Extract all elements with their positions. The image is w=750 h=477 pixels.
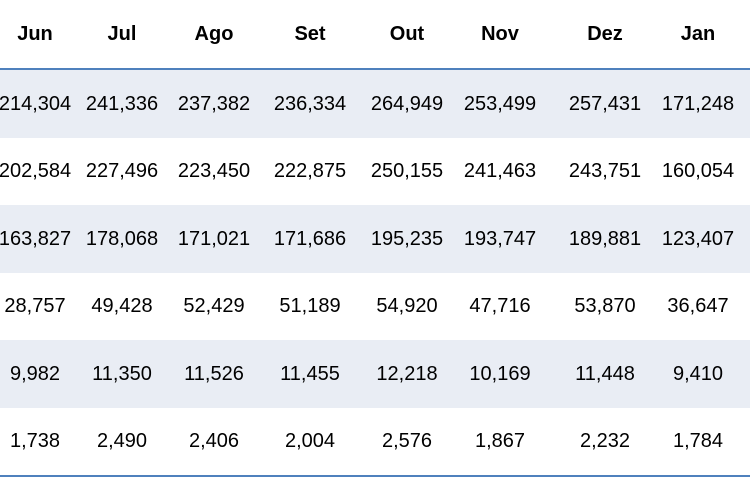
table-cell: 52,429 bbox=[183, 295, 245, 317]
table-cell: 257,431 bbox=[568, 92, 642, 115]
table-row: 28,757 49,428 52,429 51,189 54,920 47,716 53,8… bbox=[0, 273, 750, 341]
table-cell: 9,410 bbox=[672, 362, 724, 385]
column-header-nov: Nov bbox=[481, 22, 519, 45]
table-cell: 49,428 bbox=[91, 295, 153, 317]
column-header-dez: Dez bbox=[587, 22, 623, 45]
table-cell: 54,920 bbox=[376, 295, 438, 317]
table-cell: 2,232 bbox=[579, 430, 631, 452]
table-cell: 12,218 bbox=[376, 362, 438, 385]
table-row: 214,304 241,336 237,382 236,334 264,949 253,4… bbox=[0, 70, 750, 138]
table-cell: 250,155 bbox=[370, 160, 444, 182]
table-cell: 53,870 bbox=[574, 295, 636, 317]
table-cell: 28,757 bbox=[4, 295, 66, 317]
table-row: 202,584 227,496 223,450 222,875 250,155 241,4… bbox=[0, 138, 750, 206]
table-cell: 2,490 bbox=[96, 430, 148, 452]
table-cell: 123,407 bbox=[661, 227, 735, 250]
table-cell: 237,382 bbox=[177, 92, 251, 115]
table-cell: 47,716 bbox=[469, 295, 531, 317]
table-cell: 2,576 bbox=[381, 430, 433, 452]
table-cell: 11,350 bbox=[92, 362, 152, 385]
column-header-jun: Jun bbox=[17, 22, 53, 45]
table-cell: 193,747 bbox=[463, 227, 537, 250]
table-header: Jun Jul Ago Set Out Nov Dez Jan bbox=[0, 0, 750, 68]
table-bottom-border bbox=[0, 475, 750, 477]
column-header-jan: Jan bbox=[680, 22, 716, 45]
table-cell: 51,189 bbox=[279, 295, 341, 317]
table-cell: 171,021 bbox=[177, 227, 251, 250]
table-cell: 223,450 bbox=[177, 160, 251, 182]
table-cell: 1,784 bbox=[672, 430, 724, 452]
table-cell: 11,455 bbox=[280, 362, 340, 385]
table-cell: 11,448 bbox=[575, 362, 635, 385]
column-header-set: Set bbox=[294, 22, 326, 45]
table-cell: 11,526 bbox=[184, 362, 244, 385]
table-cell: 9,982 bbox=[9, 362, 61, 385]
table-cell: 222,875 bbox=[273, 160, 347, 182]
table-cell: 171,248 bbox=[661, 92, 735, 115]
column-header-out: Out bbox=[389, 22, 425, 45]
table-cell: 214,304 bbox=[0, 92, 72, 115]
table-row: 9,982 11,350 11,526 11,455 12,218 10,169 11,44… bbox=[0, 340, 750, 408]
table-cell: 264,949 bbox=[370, 92, 444, 115]
table-cell: 1,867 bbox=[474, 430, 526, 452]
table-cell: 171,686 bbox=[273, 227, 347, 250]
table-row: 163,827 178,068 171,021 171,686 195,235 193,7… bbox=[0, 205, 750, 273]
table-cell: 2,004 bbox=[284, 430, 336, 452]
table-cell: 36,647 bbox=[667, 295, 729, 317]
table-cell: 10,169 bbox=[469, 362, 531, 385]
column-header-ago: Ago bbox=[194, 22, 234, 45]
header-divider bbox=[0, 68, 750, 70]
column-header-jul: Jul bbox=[107, 22, 137, 45]
table-row: 1,738 2,490 2,406 2,004 2,576 1,867 2,232 1,784 bbox=[0, 408, 750, 476]
table-cell: 1,738 bbox=[9, 430, 61, 452]
table-cell: 241,336 bbox=[85, 92, 159, 115]
table-cell: 236,334 bbox=[273, 92, 347, 115]
table-cell: 189,881 bbox=[568, 227, 642, 250]
table-cell: 227,496 bbox=[85, 160, 159, 182]
table-cell: 160,054 bbox=[661, 160, 735, 182]
table-cell: 195,235 bbox=[370, 227, 444, 250]
table-cell: 2,406 bbox=[188, 430, 240, 452]
table-cell: 178,068 bbox=[85, 227, 159, 250]
table-cell: 241,463 bbox=[463, 160, 537, 182]
table-cell: 243,751 bbox=[568, 160, 642, 182]
table-cell: 202,584 bbox=[0, 160, 72, 182]
table-cell: 163,827 bbox=[0, 227, 72, 250]
table-cell: 253,499 bbox=[463, 92, 537, 115]
